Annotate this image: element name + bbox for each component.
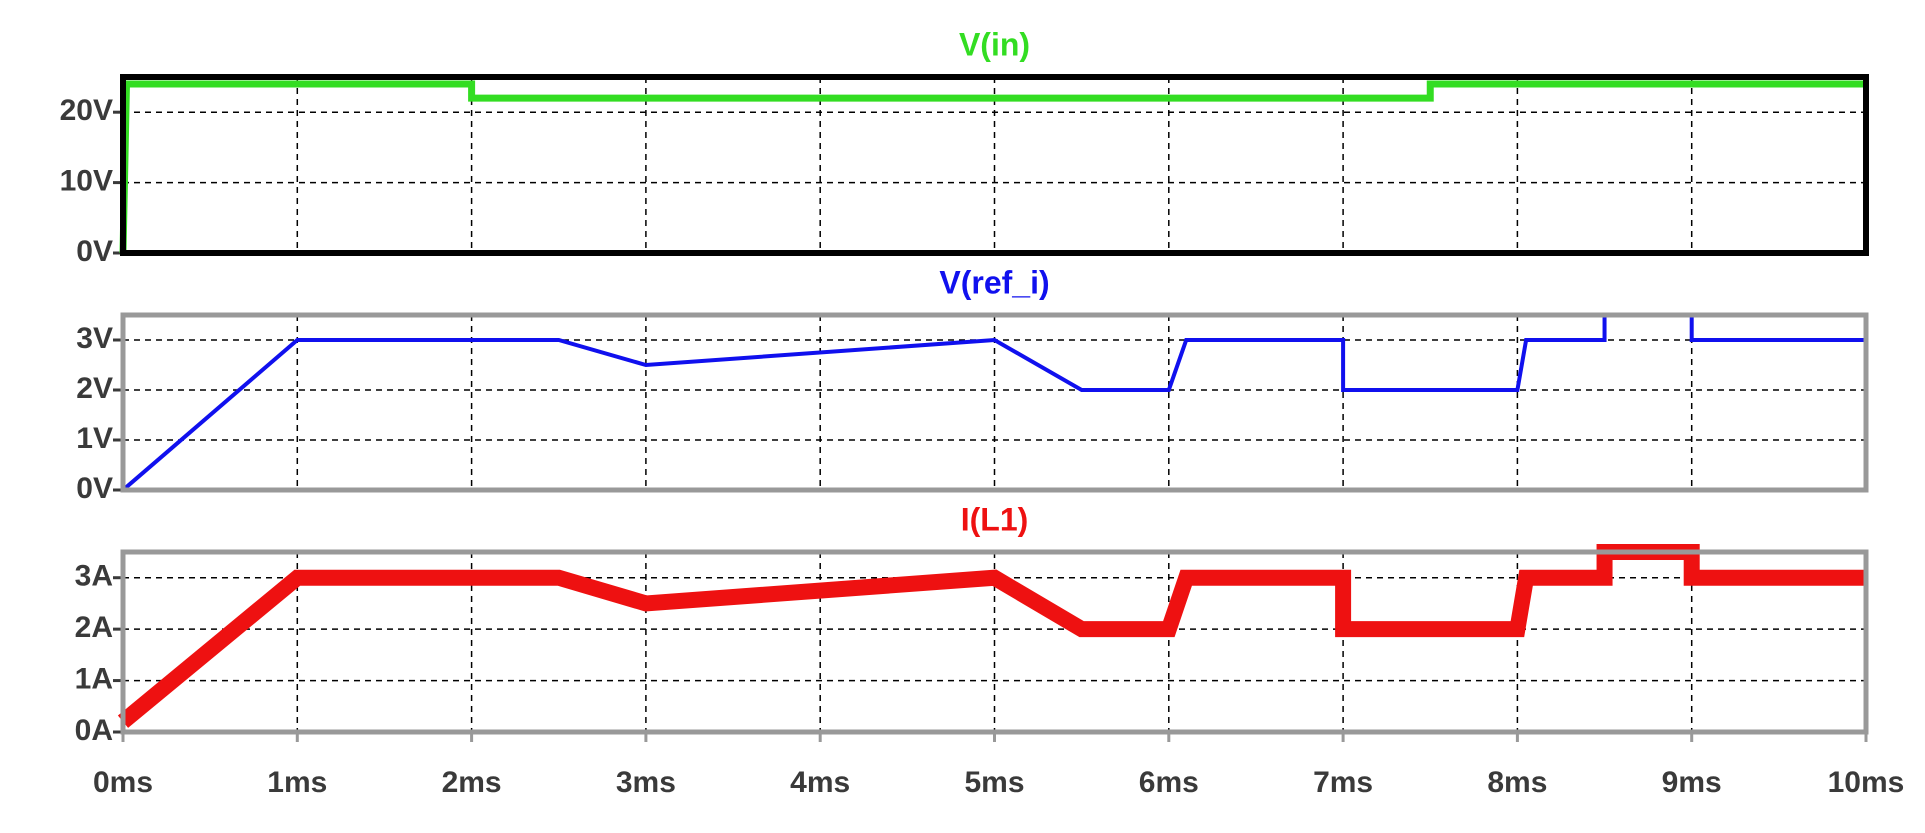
y-tick-label: 0V bbox=[76, 235, 113, 268]
x-tick-label: 6ms bbox=[1139, 766, 1199, 799]
series-line bbox=[119, 80, 1866, 254]
y-tick-label: 3V bbox=[76, 322, 113, 355]
y-tick-label: 1A bbox=[75, 662, 113, 695]
y-tick-label: 0A bbox=[75, 714, 113, 747]
x-tick-label: 1ms bbox=[267, 766, 327, 799]
x-tick-label: 2ms bbox=[442, 766, 502, 799]
y-tick-label: 1V bbox=[76, 422, 113, 455]
y-tick-label: 2A bbox=[75, 611, 113, 644]
x-tick-label: 8ms bbox=[1487, 766, 1547, 799]
x-tick-label: 0ms bbox=[93, 766, 153, 799]
y-tick-label: 3A bbox=[75, 560, 113, 593]
pane-title: V(in) bbox=[959, 26, 1030, 62]
x-tick-label: 9ms bbox=[1662, 766, 1722, 799]
x-tick-label: 7ms bbox=[1313, 766, 1373, 799]
pane-title: V(ref_i) bbox=[939, 264, 1049, 300]
x-tick-label: 10ms bbox=[1828, 766, 1905, 799]
plot-frame bbox=[120, 74, 1869, 256]
x-tick-label: 5ms bbox=[964, 766, 1024, 799]
x-tick-label: 4ms bbox=[790, 766, 850, 799]
y-tick-label: 0V bbox=[76, 472, 113, 505]
pane-title: I(L1) bbox=[961, 501, 1029, 537]
y-tick-label: 10V bbox=[60, 165, 113, 198]
y-tick-label: 2V bbox=[76, 372, 113, 405]
plot-frame bbox=[120, 312, 1869, 493]
x-tick-label: 3ms bbox=[616, 766, 676, 799]
y-tick-label: 20V bbox=[60, 94, 113, 127]
